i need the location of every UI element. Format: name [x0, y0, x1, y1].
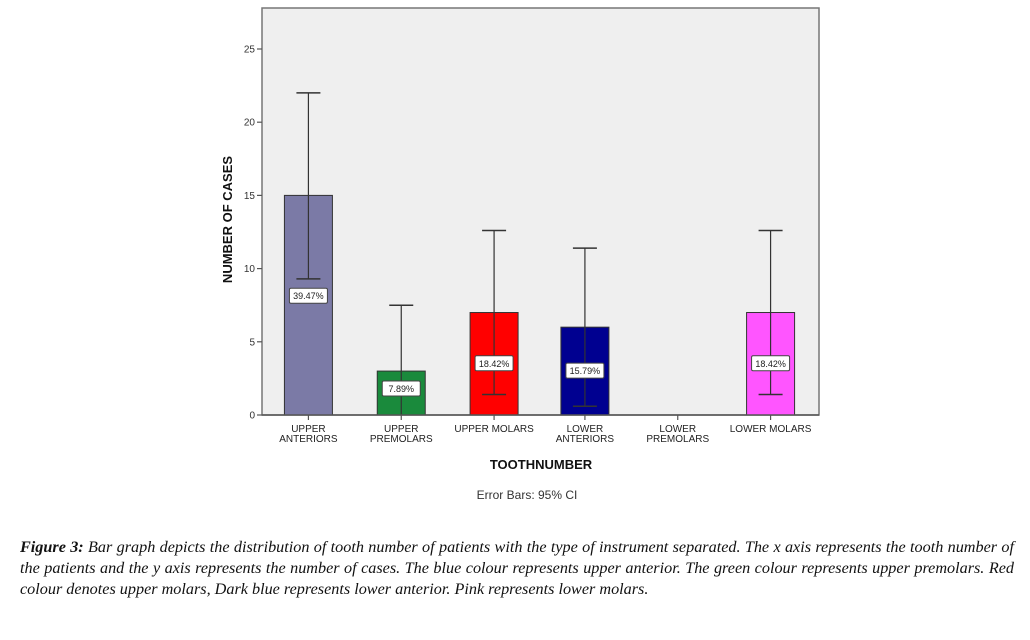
data-label-box	[381, 380, 421, 397]
y-tick-label: 10	[244, 264, 256, 275]
bar-chart: 0 5 10 15 20 25 39.47% 7.89% 18.42% 15.79% 18.42%…	[220, 7, 820, 502]
y-tick-label: 25	[244, 44, 256, 55]
data-label-box	[474, 355, 514, 372]
y-axis: 0 5 10 15 20 25	[244, 44, 262, 422]
data-label-box	[288, 287, 328, 304]
x-tick-label: PREMOLARS	[370, 434, 433, 445]
data-label-box	[565, 362, 605, 379]
x-tick-label: LOWER MOLARS	[730, 424, 812, 435]
y-tick-label: 20	[244, 118, 256, 129]
plot-area	[261, 7, 820, 416]
y-tick-label: 15	[244, 191, 256, 202]
error-bars-note: Error Bars: 95% CI	[477, 488, 578, 502]
data-labels: 39.47% 7.89% 18.42% 15.79% 18.42%	[288, 287, 791, 397]
figure-caption: Figure 3: Bar graph depicts the distribu…	[20, 537, 1014, 600]
x-tick-label: UPPER	[384, 424, 418, 435]
data-label: 39.47%	[293, 291, 324, 301]
data-label: 7.89%	[388, 384, 414, 394]
data-label: 18.42%	[479, 359, 510, 369]
x-tick-label: LOWER	[567, 424, 604, 435]
x-tick-label: LOWER	[659, 424, 696, 435]
x-tick-label: PREMOLARS	[646, 434, 709, 445]
x-tick-label: UPPER	[291, 424, 325, 435]
caption-label: Figure 3:	[20, 538, 84, 556]
data-label-box	[751, 355, 791, 372]
x-axis-title: TOOTHNUMBER	[490, 457, 593, 472]
y-tick-label: 0	[249, 411, 255, 422]
x-tick-label: UPPER MOLARS	[454, 424, 534, 435]
x-tick-label: ANTERIORS	[279, 434, 338, 445]
data-label: 18.42%	[755, 359, 786, 369]
data-label: 15.79%	[570, 366, 601, 376]
caption-text: Bar graph depicts the distribution of to…	[20, 538, 1014, 598]
y-tick-label: 5	[249, 337, 255, 348]
y-axis-title: NUMBER OF CASES	[220, 156, 235, 283]
x-tick-label: ANTERIORS	[556, 434, 615, 445]
